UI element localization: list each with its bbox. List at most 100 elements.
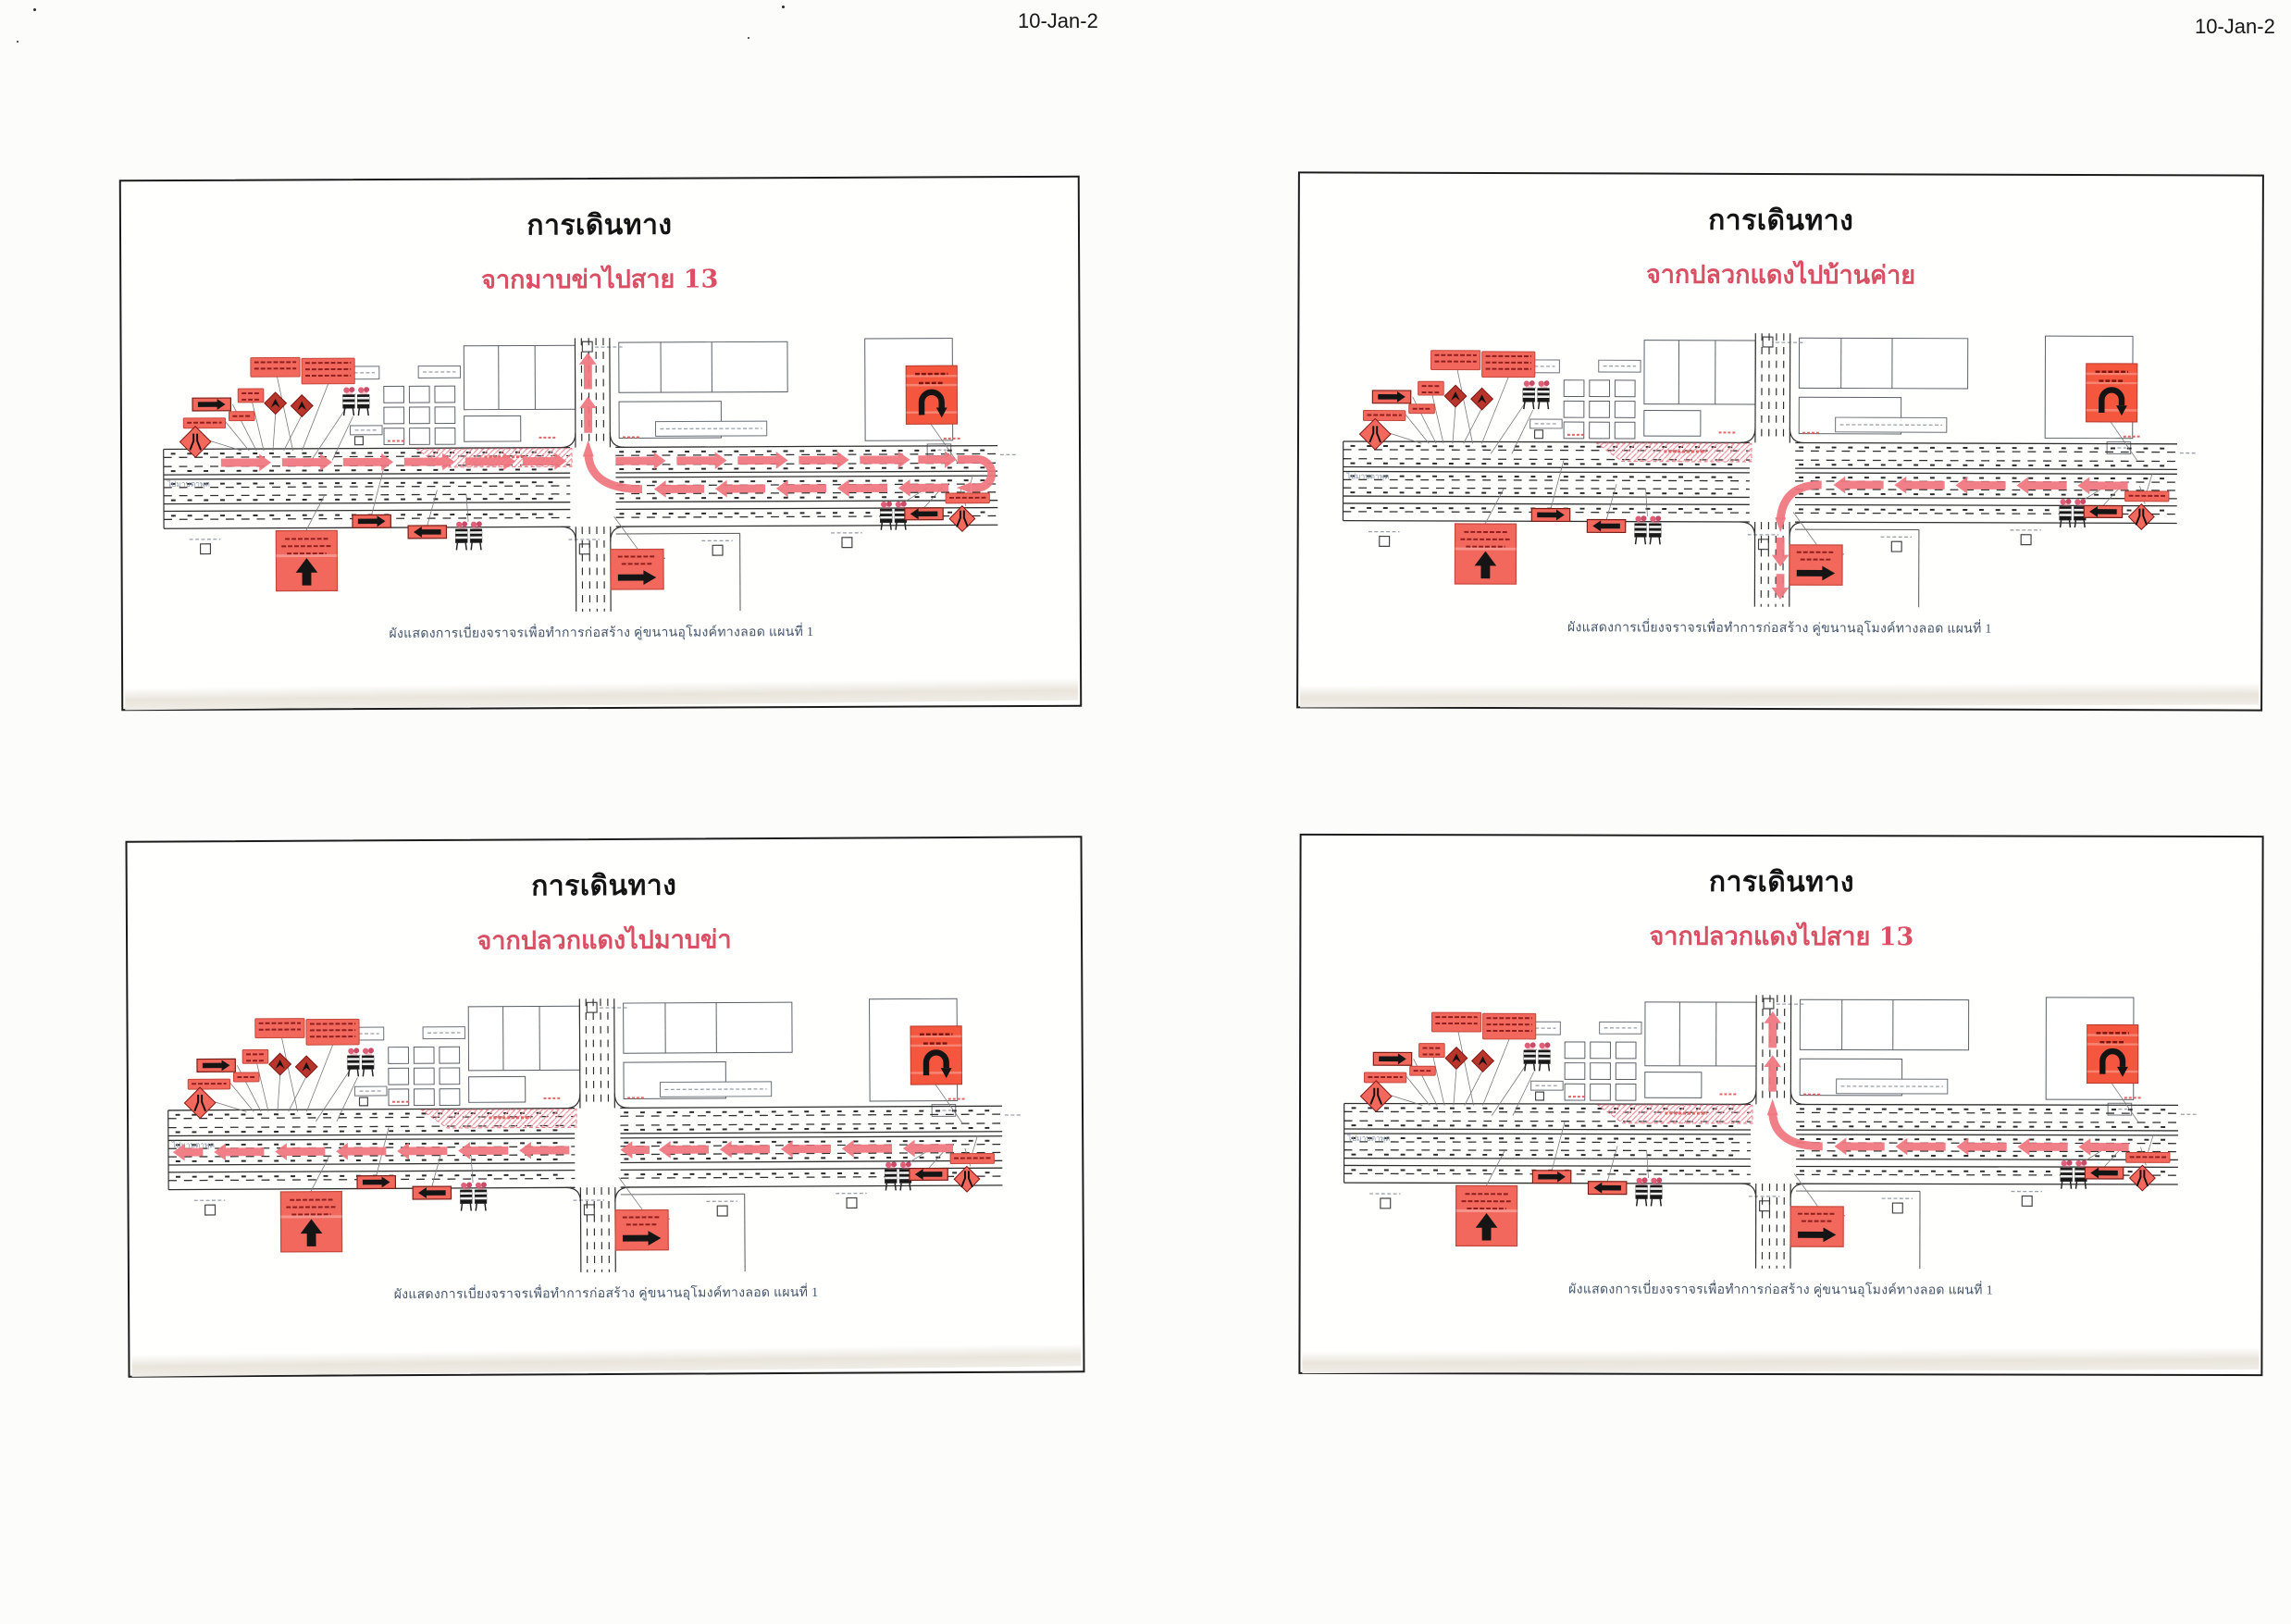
info-sign bbox=[228, 411, 255, 422]
route-arrow bbox=[335, 1142, 386, 1160]
info-sign bbox=[2124, 490, 2169, 502]
route-arrow bbox=[1954, 477, 2006, 494]
warning-diamond-sign bbox=[267, 1052, 291, 1076]
buildings-layer bbox=[189, 338, 953, 574]
u-turn-sign bbox=[2085, 363, 2137, 423]
arrow-left-sign bbox=[412, 1185, 452, 1200]
route-arrow bbox=[859, 451, 910, 469]
construction-zone bbox=[1567, 431, 2142, 463]
route-arrow bbox=[213, 1143, 264, 1161]
road-destination-label: ไปมาบตาพุด bbox=[1345, 471, 1389, 481]
panel-caption: ผังแสดงการเบี่ยงจราจรเพื่อทำการก่อสร้าง … bbox=[393, 1285, 819, 1303]
warning-diamond-sign bbox=[263, 391, 287, 415]
route-arrow bbox=[737, 452, 788, 469]
construction-barricade-icon bbox=[1522, 380, 1550, 410]
info-sign bbox=[2124, 1151, 2170, 1163]
route-arrow bbox=[1771, 574, 1789, 600]
route-layer bbox=[1763, 1010, 2129, 1156]
arrow-left-sign bbox=[2084, 1166, 2124, 1180]
route-arrow bbox=[172, 1143, 203, 1161]
route-turn-arrow bbox=[583, 453, 642, 493]
construction-barricade-icon bbox=[2058, 499, 2087, 528]
detour-right-big-sign bbox=[1789, 1206, 1844, 1247]
route-arrow bbox=[1832, 476, 1884, 494]
panel-title: การเดินทาง bbox=[526, 208, 673, 242]
construction-barricade-icon bbox=[459, 1182, 487, 1211]
notice-sign bbox=[301, 357, 355, 385]
arrow-right-sign bbox=[351, 514, 391, 528]
notice-sign bbox=[1430, 1011, 1481, 1033]
u-turn-sign bbox=[910, 1025, 962, 1085]
route-arrow bbox=[220, 453, 271, 472]
construction-barricade-icon bbox=[2059, 1159, 2087, 1189]
route-turn-arrow bbox=[1776, 480, 1822, 520]
panel-caption: ผังแสดงการเบี่ยงจราจรเพื่อทำการก่อสร้าง … bbox=[389, 625, 814, 641]
dust-speck bbox=[17, 41, 19, 43]
construction-barricade-icon bbox=[1634, 1177, 1663, 1207]
scan-shadow bbox=[125, 677, 1079, 711]
detour-right-big-sign bbox=[1788, 544, 1843, 586]
dust-speck bbox=[33, 8, 36, 11]
construction-barricade-icon bbox=[454, 521, 482, 551]
arrow-right-sign bbox=[1530, 507, 1570, 523]
route-arrow bbox=[1771, 537, 1789, 567]
route-arrow bbox=[714, 479, 765, 498]
arrow-left-sign bbox=[1586, 518, 1626, 534]
road-destination-label: ไปมาบตาพุด bbox=[1346, 1134, 1390, 1144]
route-arrow bbox=[836, 479, 887, 497]
detour-right-big-sign bbox=[609, 548, 664, 590]
lane-merge-diamond-sign bbox=[1358, 417, 1392, 451]
detour-right-big-sign bbox=[613, 1209, 669, 1251]
traffic-diversion-diagram: ไปมาบตาพุด bbox=[1343, 995, 2198, 1270]
route-arrow bbox=[653, 480, 704, 498]
info-sign bbox=[1362, 410, 1406, 422]
arrow-left-sign bbox=[903, 507, 944, 521]
travel-plan-panel-1: การเดินทาง จากมาบข่าไปสาย 13 ไปมาบตาพุด … bbox=[118, 175, 1083, 712]
u-turn-sign bbox=[2086, 1023, 2138, 1085]
travel-plan-panel-3: การเดินทาง จากปลวกแดงไปมาบข่า ไปมาบตาพุด… bbox=[125, 836, 1085, 1378]
route-arrow bbox=[396, 1142, 447, 1160]
info-sign bbox=[187, 1078, 230, 1090]
route-arrow bbox=[2076, 477, 2128, 495]
panel-title: การเดินทาง bbox=[531, 869, 677, 903]
route-arrow bbox=[780, 1140, 831, 1159]
route-arrow bbox=[274, 1143, 325, 1160]
signs-layer bbox=[179, 356, 990, 592]
lane-merge-diamond-sign bbox=[179, 426, 212, 458]
panel-subtitle: จากปลวกแดงไปบ้านค่าย bbox=[1645, 260, 1916, 291]
route-layer bbox=[1771, 476, 2128, 600]
route-arrow bbox=[798, 451, 849, 469]
route-arrow bbox=[1763, 1055, 1781, 1092]
warning-diamond-sign bbox=[1469, 387, 1493, 411]
notice-sign bbox=[1480, 351, 1535, 378]
leader-lines-layer bbox=[1386, 369, 2153, 546]
speed-limit-sign bbox=[1418, 1043, 1445, 1058]
warning-diamond-sign bbox=[1443, 384, 1467, 408]
lane-merge-diamond-sign bbox=[183, 1086, 217, 1120]
main-route-ahead-sign bbox=[275, 529, 338, 592]
detour-right-sign bbox=[191, 397, 231, 412]
arrow-left-sign bbox=[2083, 504, 2123, 518]
construction-barricade-icon bbox=[1633, 515, 1661, 545]
scan-shadow bbox=[131, 1344, 1082, 1377]
warning-diamond-sign bbox=[1443, 1046, 1467, 1070]
signs-layer bbox=[1358, 350, 2169, 586]
route-arrow bbox=[1893, 476, 1945, 494]
notice-sign bbox=[249, 356, 301, 378]
route-arrow bbox=[403, 452, 454, 471]
route-arrow bbox=[464, 452, 515, 471]
traffic-diversion-diagram: ไปมาบตาพุด bbox=[162, 338, 1017, 612]
panel-caption: ผังแสดงการเบี่ยงจราจรเพื่อทำการก่อสร้าง … bbox=[1567, 621, 1992, 637]
traffic-diversion-diagram: ไปมาบตาพุด bbox=[1342, 333, 2197, 608]
route-arrow bbox=[578, 396, 597, 433]
road-destination-label: ไปมาบตาพุด bbox=[166, 479, 209, 490]
print-date-right: 10-Jan-2 bbox=[2195, 15, 2275, 38]
route-arrow bbox=[614, 452, 666, 470]
panel-subtitle: จากปลวกแดงไปมาบข่า bbox=[477, 925, 732, 956]
route-arrow bbox=[281, 453, 332, 471]
signs-layer bbox=[183, 1018, 995, 1253]
info-sign bbox=[945, 492, 990, 504]
route-arrow bbox=[1956, 1137, 2007, 1156]
lane-merge-diamond-sign bbox=[2127, 502, 2155, 530]
notice-sign bbox=[304, 1018, 360, 1046]
